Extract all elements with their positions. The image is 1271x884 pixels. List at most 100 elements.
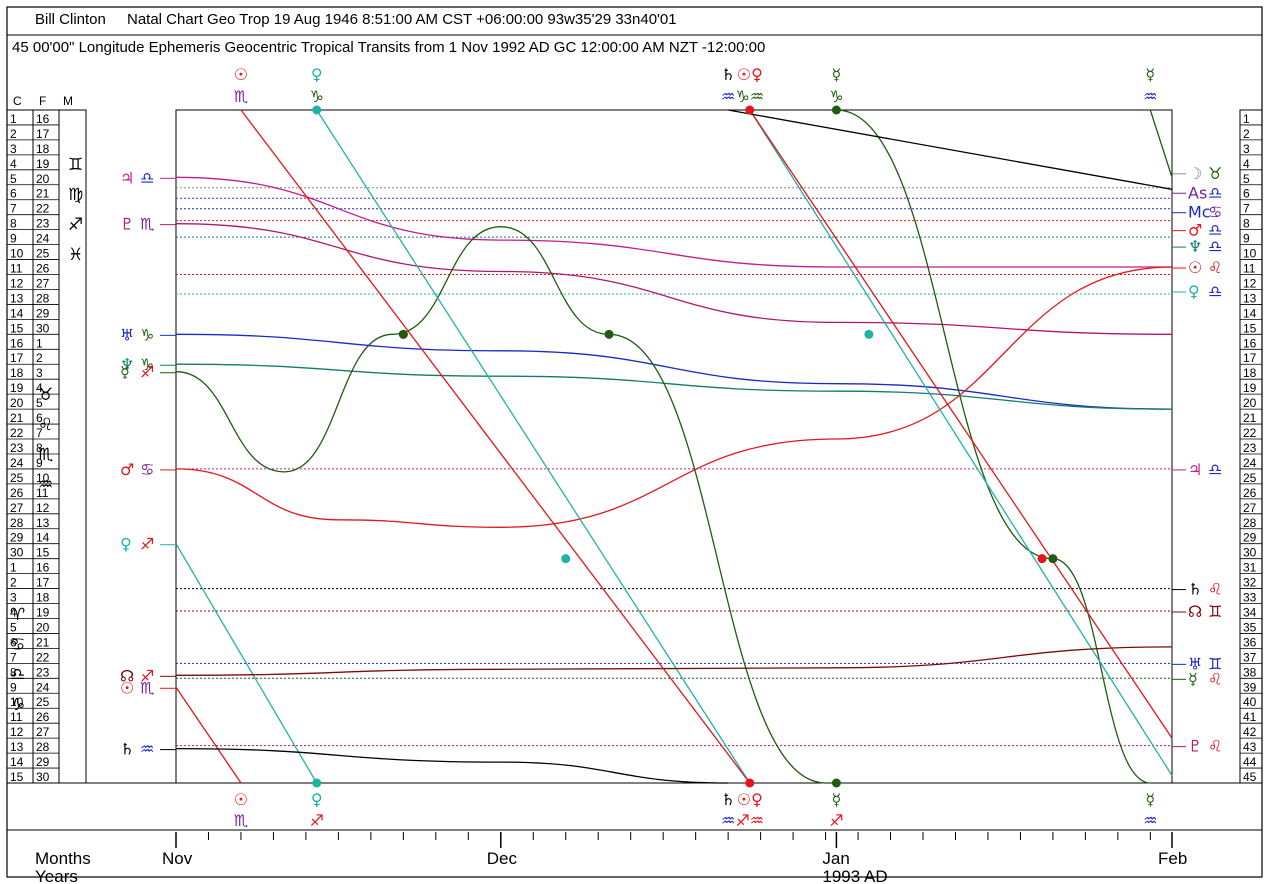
scale-label-f: 26 (36, 710, 50, 724)
right-scale-label: 24 (1243, 456, 1257, 470)
top-planet-glyph: ☉♀ (737, 65, 763, 84)
scale-label-f: 21 (36, 635, 50, 649)
scale-label-c: 3 (10, 142, 17, 156)
scale-label-c: 9 (10, 232, 17, 246)
bottom-planet-glyph: ♀ (311, 790, 323, 809)
scale-label-f: 20 (36, 172, 50, 186)
right-scale-label: 7 (1243, 202, 1250, 216)
right-scale-label: 10 (1243, 247, 1257, 261)
scale-label-c: 28 (10, 516, 24, 530)
scale-label-f: 12 (36, 501, 50, 515)
series-line-venus3 (749, 109, 1173, 776)
top-sign-label: ♀♑ (310, 65, 324, 106)
outer-frame (6, 6, 1263, 878)
scale-label-c: 10 (10, 247, 24, 261)
right-planet-glyph: ☉ (1188, 258, 1202, 277)
scale-label-f: 13 (36, 516, 50, 530)
x-axis: Nov Dec Jan Feb 1993 AD (162, 832, 1187, 884)
x-month-label: Jan (822, 849, 849, 868)
event-dot (1037, 554, 1047, 564)
chart-transit-info: 45 00'00" Longitude Ephemeris Geocentric… (12, 39, 765, 56)
top-sign-labels: ☉♏♀♑♄♒☉♀♑♒☿♑☿♒ (234, 65, 1158, 106)
left-planet-label: ☿ ♐ (120, 363, 176, 382)
scale-header-m: M (63, 94, 73, 108)
right-planet-glyph: ♂ (1188, 221, 1202, 240)
scale-label-c: 29 (10, 531, 24, 545)
scale-sign-glyph: ♐ (68, 215, 83, 235)
scale-label-c: 10 (10, 695, 24, 709)
left-planet-glyph: ♆ (120, 355, 134, 374)
series-line-mercury2 (836, 109, 1151, 784)
scale-label-f: 26 (36, 262, 50, 276)
scale-label-f: 23 (36, 665, 50, 679)
left-planet-labels: ♃ ♎♇ ♏♅ ♑♆ ♑☿ ♐♂ ♋♀ ♐☊ ♐☉ ♏♄ ♒ (120, 168, 176, 759)
right-scale-label: 36 (1243, 635, 1257, 649)
scale-label-c: 22 (10, 426, 24, 440)
right-planet-glyph: ☊ (1188, 602, 1202, 621)
right-scale-label: 20 (1243, 396, 1257, 410)
left-planet-label: ♂ ♋ (120, 460, 176, 479)
right-natal-label: ♅ ♊ (1172, 654, 1222, 673)
right-planet-glyph: ☽ (1188, 164, 1202, 183)
left-planet-glyph: ♀ (120, 535, 132, 554)
bottom-sign-labels: ☉♏♀♐♄♒☉♀♐♒☿♐☿♒ (234, 790, 1158, 830)
scale-label-f: 22 (36, 202, 50, 216)
left-planet-label: ☉ ♏ (120, 678, 176, 697)
series-line-sun (175, 686, 242, 784)
series-line-pluto (175, 223, 1173, 335)
scale-label-f: 22 (36, 650, 50, 664)
scale-sign-glyph: ♈ (10, 605, 25, 625)
right-scale-label: 25 (1243, 471, 1257, 485)
scale-label-f: 28 (36, 740, 50, 754)
right-natal-label: ♀ ♎ (1172, 282, 1222, 301)
scale-label-c: 14 (10, 755, 24, 769)
x-month-label: Feb (1158, 849, 1187, 868)
bottom-sign-label: ☿♐ (829, 790, 843, 830)
scale-label-c: 15 (10, 770, 24, 784)
right-sign-glyph: ♎ (1208, 460, 1222, 479)
scale-label-f: 1 (36, 336, 43, 350)
top-sign-glyph: ♑ (310, 87, 324, 106)
right-scale-label: 26 (1243, 486, 1257, 500)
scale-label-c: 8 (10, 665, 17, 679)
scale-label-c: 20 (10, 396, 24, 410)
right-sign-glyph: ♋ (1208, 203, 1222, 222)
left-planet-glyph: ♃ (120, 168, 134, 187)
scale-label-c: 8 (10, 217, 17, 231)
right-scale-label: 15 (1243, 321, 1257, 335)
right-planet-glyph: ♃ (1188, 460, 1202, 479)
event-dot (312, 778, 322, 788)
right-sign-glyph: ♎ (1208, 237, 1222, 256)
right-scale-label: 43 (1243, 740, 1257, 754)
scale-sign-glyph: ♑ (10, 695, 25, 715)
right-scale-label: 22 (1243, 426, 1257, 440)
right-scale-label: 18 (1243, 366, 1257, 380)
left-sign-glyph: ♏ (140, 215, 154, 234)
scale-label-f: 28 (36, 291, 50, 305)
scale-label-c: 6 (10, 635, 17, 649)
top-sign-glyph: ♑♒ (735, 87, 764, 106)
left-sign-glyph: ♒ (140, 740, 154, 759)
scale-label-c: 27 (10, 501, 24, 515)
series-line-neptune (175, 363, 1173, 410)
scale-label-f: 23 (36, 217, 50, 231)
scale-label-f: 6 (36, 411, 43, 425)
series-line-uranus (175, 333, 1173, 410)
right-scale-label: 32 (1243, 576, 1257, 590)
right-planet-glyph: Mc (1188, 203, 1211, 222)
chart-natal-info: Natal Chart Geo Trop 19 Aug 1946 8:51:00… (127, 11, 677, 28)
event-dot (561, 554, 571, 564)
scale-label-f: 20 (36, 620, 50, 634)
scale-label-c: 18 (10, 366, 24, 380)
right-scale-label: 35 (1243, 620, 1257, 634)
scale-label-f: 25 (36, 247, 50, 261)
right-sign-glyph: ♌ (1208, 258, 1222, 277)
series-line-saturn (175, 747, 729, 784)
right-sign-glyph: ♎ (1208, 221, 1222, 240)
scale-sign-glyph: ♓ (68, 245, 83, 265)
bottom-planet-glyph: ☉♀ (737, 790, 763, 809)
right-natal-label: ☉ ♌ (1172, 258, 1222, 277)
left-sign-glyph: ♑ (140, 355, 154, 374)
right-planet-glyph: ♆ (1188, 237, 1202, 256)
